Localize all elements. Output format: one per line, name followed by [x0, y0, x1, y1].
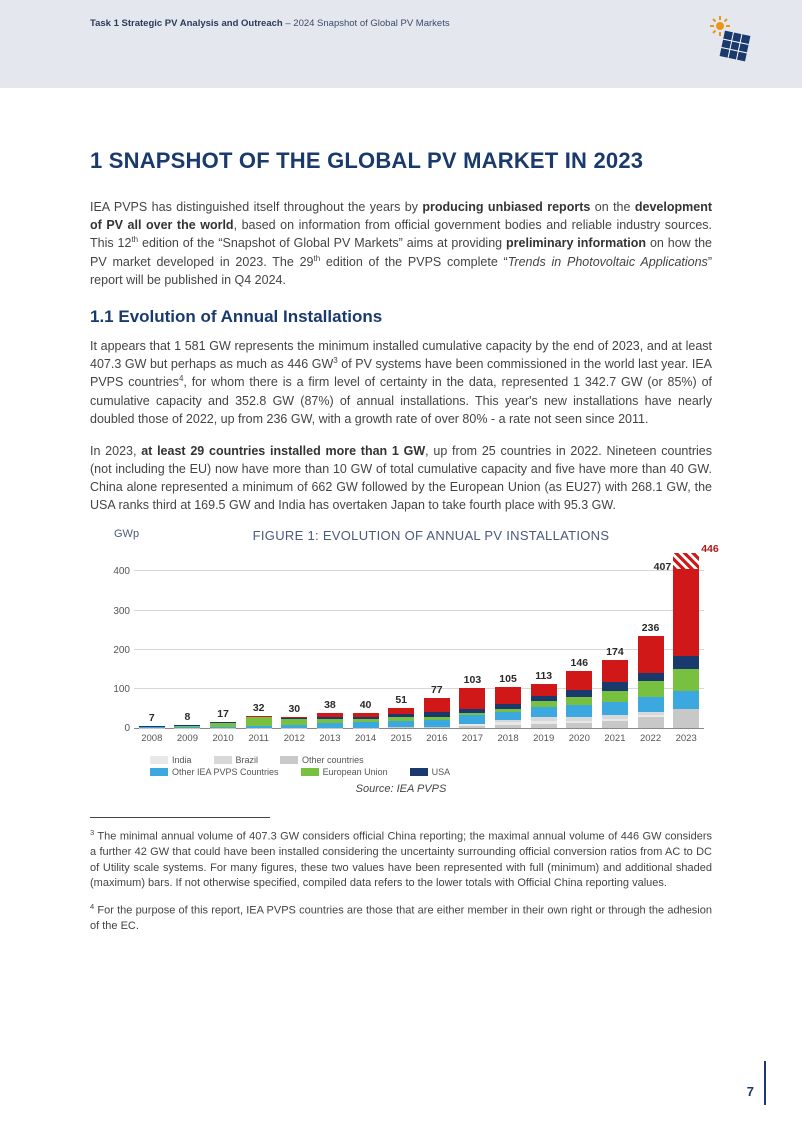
xtick: 2008	[141, 733, 162, 744]
xtick: 2011	[248, 733, 268, 744]
legend-item: Brazil	[214, 755, 259, 765]
ytick: 200	[102, 645, 130, 656]
xtick: 2019	[533, 733, 554, 744]
xtick: 2020	[569, 733, 590, 744]
subsection-title: 1.1 Evolution of Annual Installations	[90, 307, 712, 327]
header-text: Task 1 Strategic PV Analysis and Outreac…	[90, 18, 712, 29]
para-1: It appears that 1 581 GW represents the …	[90, 337, 712, 428]
ytick: 300	[102, 606, 130, 617]
ytick: 400	[102, 566, 130, 577]
page-content: 1 SNAPSHOT OF THE GLOBAL PV MARKET IN 20…	[0, 88, 802, 934]
chart-ylabel: GWp	[114, 528, 139, 540]
footnote-divider	[90, 817, 270, 818]
para-2: In 2023, at least 29 countries installed…	[90, 442, 712, 515]
xtick: 2021	[604, 733, 625, 744]
section-title: 1 SNAPSHOT OF THE GLOBAL PV MARKET IN 20…	[90, 148, 712, 174]
xtick: 2022	[640, 733, 661, 744]
intro-paragraph: IEA PVPS has distinguished itself throug…	[90, 198, 712, 289]
chart-legend: India Brazil Other countriesOther IEA PVPS…	[150, 755, 712, 777]
xtick: 2014	[355, 733, 376, 744]
legend-item: USA	[410, 767, 451, 777]
xtick: 2015	[391, 733, 412, 744]
xtick: 2013	[319, 733, 340, 744]
ytick: 100	[102, 684, 130, 695]
xtick: 2012	[284, 733, 305, 744]
pvps-logo	[708, 14, 762, 68]
chart-area: 0100200300400720088200917201032201130201…	[90, 546, 710, 751]
footnote-4: 4 For the purpose of this report, IEA PV…	[90, 902, 712, 934]
legend-item: Other countries	[280, 755, 364, 765]
legend-item: European Union	[301, 767, 388, 777]
xtick: 2023	[676, 733, 697, 744]
legend-item: Other IEA PVPS Countries	[150, 767, 279, 777]
chart-title: FIGURE 1: EVOLUTION OF ANNUAL PV INSTALL…	[150, 528, 712, 543]
ytick: 0	[102, 723, 130, 734]
page-number: 7	[747, 1084, 754, 1099]
xtick: 2010	[212, 733, 233, 744]
figure-1: GWp FIGURE 1: EVOLUTION OF ANNUAL PV INS…	[90, 528, 712, 795]
xtick: 2009	[177, 733, 198, 744]
corner-accent	[764, 1061, 766, 1105]
header-band: Task 1 Strategic PV Analysis and Outreac…	[0, 0, 802, 88]
chart-source: Source: IEA PVPS	[90, 783, 712, 795]
xtick: 2018	[497, 733, 518, 744]
footnote-3: 3 The minimal annual volume of 407.3 GW …	[90, 828, 712, 891]
legend-item: India	[150, 755, 192, 765]
xtick: 2016	[426, 733, 447, 744]
xtick: 2017	[462, 733, 483, 744]
